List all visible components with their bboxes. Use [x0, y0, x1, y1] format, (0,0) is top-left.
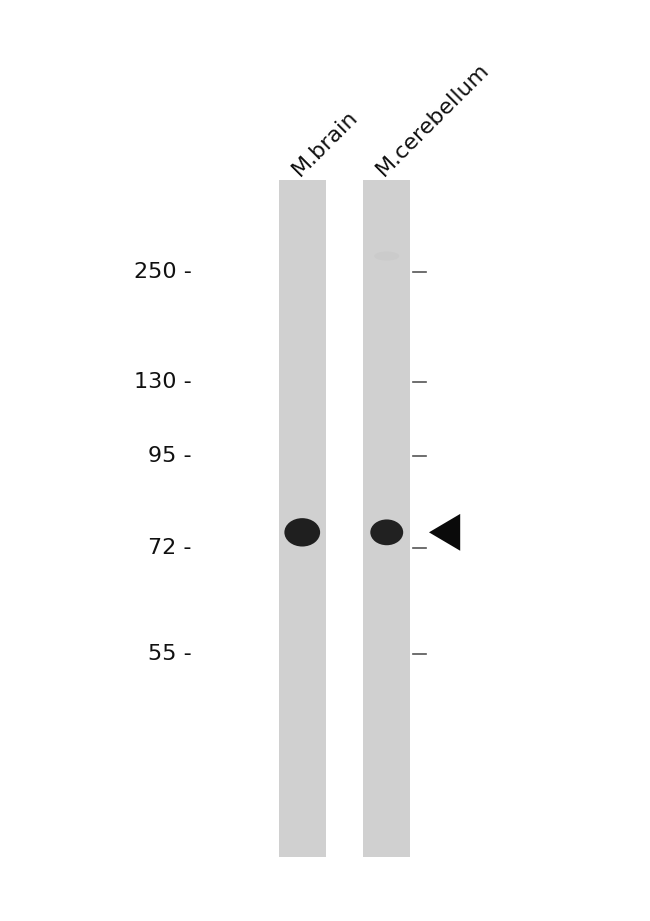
Text: 95 -: 95 -: [148, 446, 192, 466]
Text: 130 -: 130 -: [134, 372, 192, 392]
Ellipse shape: [374, 251, 399, 261]
Text: 250 -: 250 -: [134, 262, 192, 282]
Text: M.brain: M.brain: [288, 107, 361, 180]
Bar: [363, 180, 410, 857]
Bar: [279, 180, 326, 857]
Text: 55 -: 55 -: [148, 644, 192, 664]
Polygon shape: [429, 514, 460, 551]
Ellipse shape: [285, 519, 320, 546]
Ellipse shape: [370, 519, 403, 545]
Text: 72 -: 72 -: [148, 538, 192, 558]
Text: M.cerebellum: M.cerebellum: [372, 59, 493, 180]
